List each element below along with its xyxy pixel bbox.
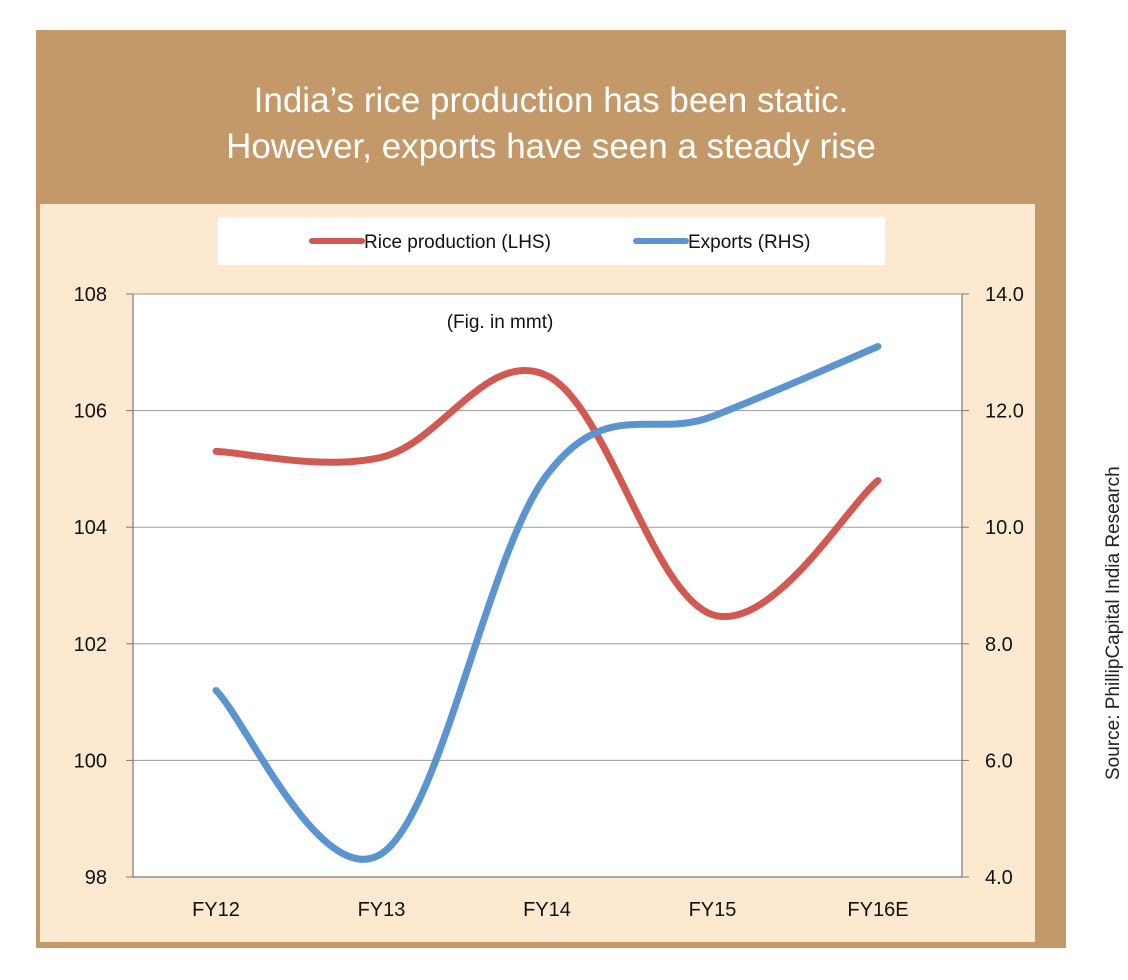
left-axis-tick-label: 102 <box>74 634 107 656</box>
x-axis-tick-label: FY15 <box>689 899 737 921</box>
rice-production-line <box>212 366 882 621</box>
left-axis-tick-label: 98 <box>85 867 107 889</box>
exports-line <box>212 342 882 863</box>
chart-title-line-1: India’s rice production has been static. <box>253 81 849 120</box>
right-axis-tick-label: 10.0 <box>985 517 1024 539</box>
right-axis-tick-label: 14.0 <box>985 284 1024 306</box>
left-axis-tick-label: 104 <box>74 517 107 539</box>
right-axis-tick-label: 4.0 <box>985 867 1013 889</box>
x-axis-tick-label: FY12 <box>192 899 240 921</box>
left-axis-tick-label: 106 <box>74 401 107 423</box>
right-axis-tick-label: 8.0 <box>985 634 1013 656</box>
x-axis-tick-label: FY13 <box>358 899 406 921</box>
units-annotation: (Fig. in mmt) <box>447 312 554 333</box>
chart-title: India’s rice production has been static.… <box>36 78 1066 170</box>
source-note: Source: PhillipCapital India Research <box>1103 466 1124 780</box>
x-axis-tick-label: FY14 <box>523 899 571 921</box>
legend-label-production: Rice production (LHS) <box>364 232 551 253</box>
plot-area <box>133 294 962 877</box>
right-axis-tick-label: 12.0 <box>985 401 1024 423</box>
chart-title-line-2: However, exports have seen a steady rise <box>226 127 876 166</box>
x-axis-tick-label: FY16E <box>847 899 908 921</box>
legend-label-exports: Exports (RHS) <box>688 232 810 253</box>
right-axis-tick-label: 6.0 <box>985 750 1013 772</box>
left-axis-tick-label: 100 <box>74 750 107 772</box>
chart-header: India’s rice production has been static.… <box>36 30 1066 204</box>
left-axis-tick-label: 108 <box>74 284 107 306</box>
